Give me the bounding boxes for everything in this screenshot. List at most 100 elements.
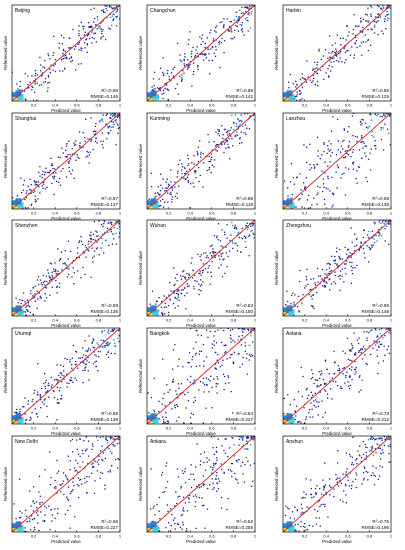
data-point — [326, 282, 328, 284]
data-point — [248, 14, 251, 16]
data-point — [226, 140, 228, 143]
data-point — [353, 332, 355, 334]
data-point — [82, 461, 84, 463]
data-point — [188, 498, 190, 500]
r2-stat: R2=0.88 — [236, 195, 253, 201]
data-point — [307, 76, 309, 78]
data-point — [56, 459, 58, 462]
data-point — [388, 220, 390, 222]
data-point — [84, 42, 86, 44]
data-point — [371, 130, 373, 133]
plot-frame — [11, 435, 121, 533]
rmse-stat: RMSE=0.116 — [226, 202, 254, 207]
data-point — [73, 48, 76, 50]
data-point — [244, 463, 246, 466]
data-point — [99, 120, 101, 122]
data-point — [294, 418, 296, 421]
data-point — [49, 72, 51, 74]
data-point — [362, 41, 365, 43]
panel-title: Shenzhen — [15, 223, 38, 229]
data-point — [75, 351, 78, 353]
data-point — [334, 283, 337, 285]
data-point — [218, 130, 220, 133]
data-point — [30, 418, 32, 420]
data-point — [347, 131, 349, 133]
data-point — [369, 330, 371, 332]
data-point — [32, 295, 34, 297]
data-point — [35, 413, 38, 415]
data-point — [50, 386, 53, 388]
data-point — [315, 406, 317, 408]
data-point — [222, 329, 225, 332]
data-point — [166, 383, 168, 386]
data-point — [376, 20, 378, 22]
r2-value: =0.54 — [241, 411, 253, 416]
data-point — [114, 120, 116, 122]
data-point — [374, 140, 376, 142]
rmse-stat: RMSE=0.255 — [226, 525, 254, 530]
data-point — [351, 484, 353, 487]
panel-title: Shanghai — [15, 116, 36, 122]
data-point — [330, 486, 332, 488]
data-point — [101, 242, 104, 244]
data-point — [87, 249, 89, 251]
x-axis-label: Predicted value — [186, 323, 216, 328]
data-point — [211, 164, 214, 167]
data-point — [247, 30, 249, 32]
data-point — [323, 487, 325, 489]
data-point — [169, 401, 171, 404]
data-point — [51, 514, 54, 516]
data-point — [215, 131, 217, 133]
data-point — [112, 445, 115, 447]
data-point — [349, 375, 351, 377]
data-point — [163, 92, 165, 94]
data-point — [226, 224, 228, 226]
data-point — [106, 227, 109, 230]
data-point — [47, 82, 49, 84]
dense-cluster-point — [150, 90, 157, 97]
data-point — [195, 329, 197, 332]
data-point — [374, 475, 377, 477]
data-point — [323, 382, 326, 385]
data-point — [218, 480, 221, 482]
data-point — [67, 509, 69, 512]
data-point — [354, 368, 356, 371]
data-point — [200, 486, 202, 488]
data-point — [217, 353, 219, 356]
data-point — [316, 67, 318, 69]
data-point — [367, 7, 369, 9]
data-point — [316, 72, 318, 74]
data-point — [176, 172, 179, 174]
y-axis-label: Referenced value — [138, 36, 143, 70]
data-point — [169, 389, 171, 391]
data-point — [241, 334, 243, 337]
data-point — [163, 423, 166, 424]
data-point — [30, 183, 32, 186]
data-point — [181, 528, 183, 530]
data-point — [20, 516, 22, 519]
data-point — [87, 151, 89, 154]
data-point — [333, 495, 335, 498]
data-point — [384, 17, 386, 20]
data-point — [381, 343, 383, 345]
data-point — [252, 436, 254, 438]
data-point — [216, 472, 218, 474]
data-point — [208, 484, 211, 486]
data-point — [331, 176, 333, 179]
data-point — [167, 304, 170, 307]
data-point — [119, 436, 120, 439]
data-point — [252, 114, 255, 117]
data-point — [328, 478, 331, 480]
data-point — [16, 195, 19, 197]
data-point — [298, 295, 300, 298]
data-point — [321, 170, 323, 172]
data-point — [229, 334, 232, 337]
data-point — [92, 465, 94, 467]
data-point — [206, 384, 208, 386]
data-point — [195, 496, 198, 498]
data-point — [294, 524, 296, 526]
data-point — [198, 140, 201, 142]
data-point — [370, 474, 372, 477]
data-point — [332, 50, 334, 53]
